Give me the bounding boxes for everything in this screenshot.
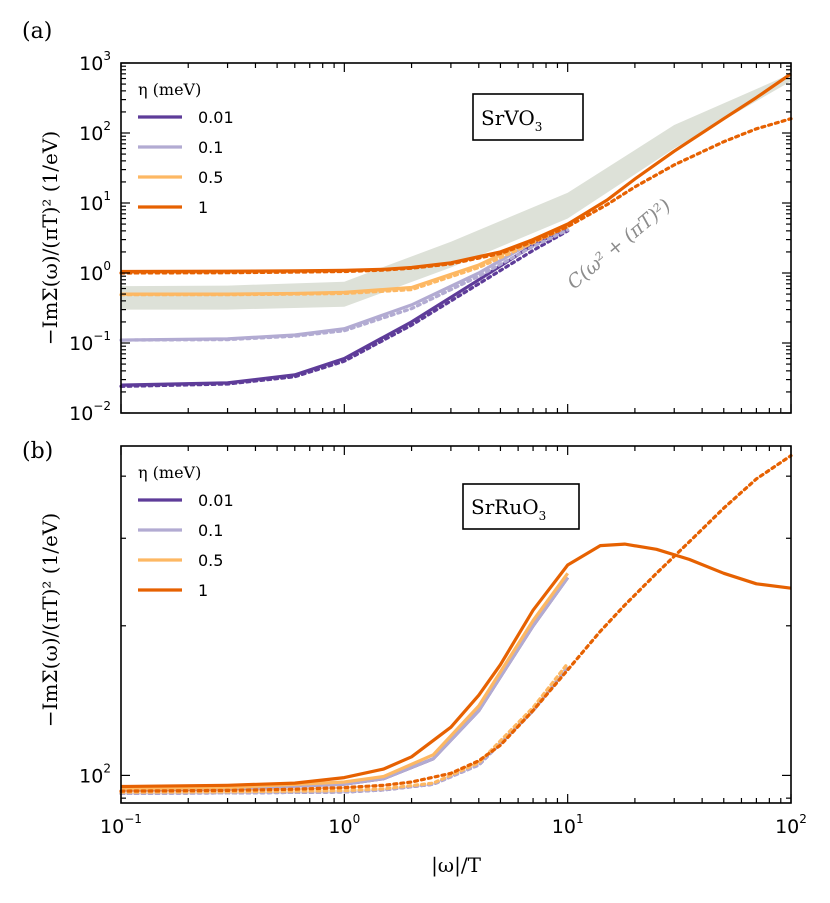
legend-label: 0.01: [198, 108, 234, 127]
series-solid-eta-0-1: [120, 576, 569, 792]
panel-a-material: SrVO3: [481, 106, 542, 134]
legend-label: 1: [198, 198, 208, 217]
legend-title: η (meV): [138, 80, 201, 99]
panel-a-material-box: [472, 93, 584, 141]
y-tick-label: 10−1: [69, 329, 111, 355]
panel-a-data: [119, 72, 793, 388]
series-solid-eta-0-1: [120, 225, 569, 342]
panel-b-frame: [120, 445, 792, 804]
y-tick-label: 102: [79, 761, 111, 787]
panel-b-data: [119, 454, 793, 795]
panel-b-ticks: 102 10−1 100 101 102: [79, 446, 807, 838]
x-tick-label: 100: [328, 812, 360, 838]
y-tick-label: 100: [79, 259, 111, 285]
y-tick-label: 103: [79, 49, 111, 75]
x-tick-label: 101: [552, 812, 584, 838]
panel-a-legend: η (meV) 0.01 0.1 0.5 1: [138, 80, 234, 217]
panel-b-material: SrRuO3: [471, 495, 546, 523]
panel-b-xlabel: |ω|/T: [431, 853, 482, 878]
panel-b-legend: η (meV) 0.01 0.1 0.5 1: [138, 463, 234, 600]
panel-b-material-box: [462, 483, 580, 530]
series-dotted-eta-1: [119, 454, 793, 793]
x-tick-label: 102: [775, 812, 807, 838]
x-tick-label: 10−1: [100, 812, 142, 838]
legend-label: 0.1: [198, 521, 223, 540]
series-solid-eta-0-5: [120, 572, 569, 791]
panel-a-frame: [120, 62, 792, 414]
y-tick-label: 102: [79, 119, 111, 145]
legend-title: η (meV): [138, 463, 201, 482]
series-dotted-eta-0-5: [119, 661, 570, 794]
y-tick-label: 101: [79, 189, 111, 215]
legend-label: 0.01: [198, 491, 234, 510]
series-solid-eta-0-01: [120, 576, 569, 792]
panel-b-ylabel: −ImΣ(ω)/(πT)² (1/eV): [38, 513, 62, 727]
panel-b-label: (b): [22, 439, 53, 464]
series-dotted-eta-0-01: [119, 665, 570, 795]
series-solid-eta-1: [120, 72, 792, 274]
legend-label: 0.5: [198, 551, 223, 570]
series-dotted-eta-0-1: [119, 665, 570, 795]
panel-a: (a) 10−2 10−1 100 101 102 103 −ImΣ(ω)/(πT)² (…: [22, 19, 793, 425]
series-solid-eta-1: [120, 542, 792, 789]
panel-a-label: (a): [22, 19, 52, 44]
y-tick-label: 10−2: [69, 399, 111, 425]
legend-label: 1: [198, 581, 208, 600]
legend-label: 0.5: [198, 168, 223, 187]
legend-label: 0.1: [198, 138, 223, 157]
panel-a-ticks: 10−2 10−1 100 101 102 103: [69, 49, 792, 425]
panel-a-ylabel: −ImΣ(ω)/(πT)² (1/eV): [38, 131, 62, 345]
panel-b: (b) 102 10−1 100 101 102 −ImΣ(ω)/(πT)² (1/eV…: [22, 439, 807, 878]
